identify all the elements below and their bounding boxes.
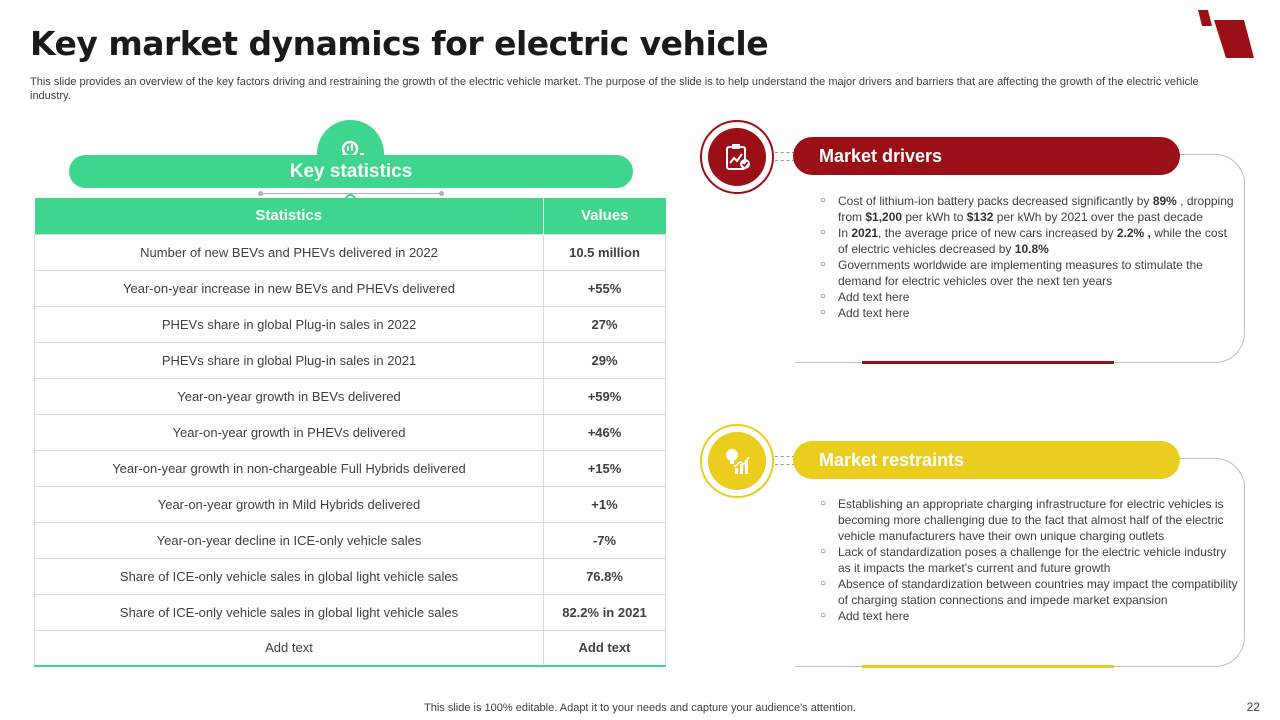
brand-logo-icon (1198, 10, 1254, 58)
footer-note: This slide is 100% editable. Adapt it to… (424, 702, 856, 714)
stat-label: Add text (34, 629, 544, 667)
table-row: Add text Add text (34, 629, 666, 667)
list-item: Lack of standardization poses a challeng… (820, 544, 1240, 576)
list-item: Establishing an appropriate charging inf… (820, 496, 1240, 544)
statistics-table: Statistics Values Number of new BEVs and… (34, 198, 666, 667)
list-item: In 2021, the average price of new cars i… (820, 225, 1240, 257)
table-row: Number of new BEVs and PHEVs delivered i… (34, 233, 666, 271)
stat-value: 27% (543, 305, 666, 343)
key-statistics-heading: Key statistics (69, 155, 633, 188)
stat-value: 29% (543, 341, 666, 379)
table-row: Share of ICE-only vehicle sales in globa… (34, 557, 666, 595)
stat-value: +59% (543, 377, 666, 415)
stat-value: +55% (543, 269, 666, 307)
stat-label: Year-on-year growth in BEVs delivered (34, 377, 544, 415)
table-row: Year-on-year growth in PHEVs delivered +4… (34, 413, 666, 451)
table-row: Year-on-year decline in ICE-only vehicle… (34, 521, 666, 559)
page-number: 22 (1246, 700, 1260, 714)
clipboard-chart-icon (708, 128, 766, 186)
table-row: PHEVs share in global Plug-in sales in 2… (34, 341, 666, 379)
stat-value: +46% (543, 413, 666, 451)
connector-dot (439, 191, 444, 196)
drivers-underline (862, 361, 1114, 364)
connector-dash (775, 160, 795, 161)
stat-value: Add text (543, 629, 666, 667)
list-item: Add text here (820, 289, 1240, 305)
stat-label: Share of ICE-only vehicle sales in globa… (34, 593, 544, 631)
stat-label: Year-on-year growth in PHEVs delivered (34, 413, 544, 451)
table-row: Year-on-year increase in new BEVs and PH… (34, 269, 666, 307)
list-item: Cost of lithium-ion battery packs decrea… (820, 193, 1240, 225)
stat-value: 76.8% (543, 557, 666, 595)
stat-value: 82.2% in 2021 (543, 593, 666, 631)
table-row: Share of ICE-only vehicle sales in globa… (34, 593, 666, 631)
column-header-statistics: Statistics (34, 198, 544, 234)
list-item: Governments worldwide are implementing m… (820, 257, 1240, 289)
connector-dash (775, 464, 795, 465)
table-row: PHEVs share in global Plug-in sales in 2… (34, 305, 666, 343)
stat-label: Share of ICE-only vehicle sales in globa… (34, 557, 544, 595)
stat-value: -7% (543, 521, 666, 559)
list-item: Add text here (820, 608, 1240, 624)
column-header-values: Values (543, 198, 666, 234)
connector-dash (775, 152, 795, 153)
restraints-list: Establishing an appropriate charging inf… (820, 496, 1240, 624)
lightbulb-bar-chart-icon (708, 432, 766, 490)
drivers-list: Cost of lithium-ion battery packs decrea… (820, 193, 1240, 321)
table-header-row: Statistics Values (34, 198, 666, 234)
stat-label: Year-on-year increase in new BEVs and PH… (34, 269, 544, 307)
page-title: Key market dynamics for electric vehicle (30, 24, 769, 63)
table-row: Year-on-year growth in Mild Hybrids deli… (34, 485, 666, 523)
connector-dot (258, 191, 263, 196)
table-row: Year-on-year growth in non-chargeable Fu… (34, 449, 666, 487)
restraints-icon-ring (700, 424, 774, 498)
market-drivers-heading: Market drivers (793, 137, 1180, 175)
stat-value: +15% (543, 449, 666, 487)
list-item: Absence of standardization between count… (820, 576, 1240, 608)
connector-dash (775, 456, 795, 457)
list-item: Add text here (820, 305, 1240, 321)
stat-value: +1% (543, 485, 666, 523)
stat-value: 10.5 million (543, 233, 666, 271)
table-row: Year-on-year growth in BEVs delivered +59… (34, 377, 666, 415)
restraints-underline (862, 665, 1114, 668)
connector-line (260, 193, 442, 194)
stat-label: PHEVs share in global Plug-in sales in 2… (34, 341, 544, 379)
stat-label: Year-on-year growth in non-chargeable Fu… (34, 449, 544, 487)
stat-label: Year-on-year decline in ICE-only vehicle… (34, 521, 544, 559)
market-restraints-heading: Market restraints (793, 441, 1180, 479)
stat-label: Number of new BEVs and PHEVs delivered i… (34, 233, 544, 271)
drivers-icon-ring (700, 120, 774, 194)
page-subtitle: This slide provides an overview of the k… (30, 76, 1199, 102)
stat-label: Year-on-year growth in Mild Hybrids deli… (34, 485, 544, 523)
stat-label: PHEVs share in global Plug-in sales in 2… (34, 305, 544, 343)
